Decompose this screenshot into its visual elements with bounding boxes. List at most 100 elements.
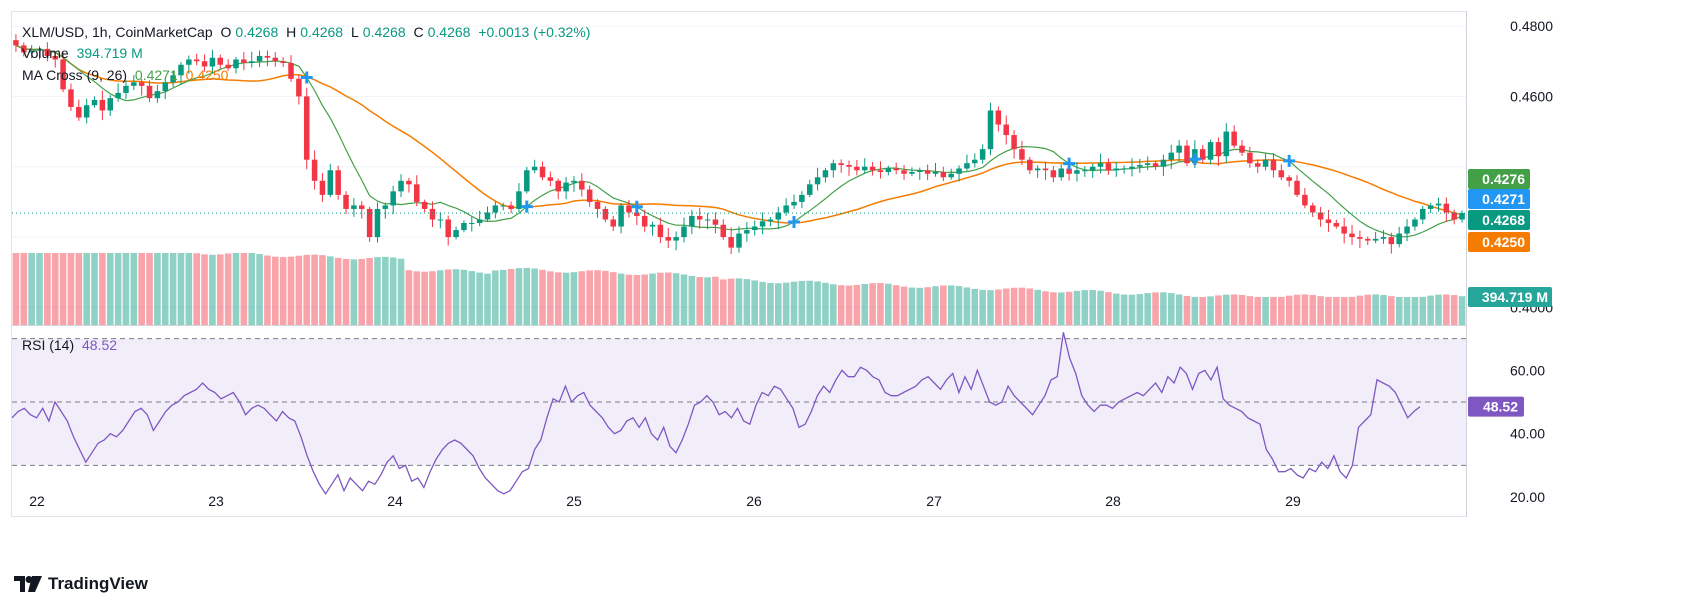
candle-body [453, 230, 459, 238]
candle [484, 206, 491, 223]
tradingview-logo[interactable]: TradingView [14, 574, 148, 594]
candle-body [272, 57, 279, 62]
volume-bar [940, 285, 947, 325]
volume-bar [389, 257, 397, 325]
candle [1144, 156, 1151, 171]
volume-bar [1191, 296, 1199, 325]
volume-bar [924, 287, 931, 325]
candle [374, 202, 381, 243]
volume-bar [138, 253, 145, 325]
close-value: 0.4268 [427, 24, 471, 40]
candle [1223, 123, 1230, 164]
volume-bar [672, 273, 680, 325]
candle [492, 201, 499, 219]
volume-bar [1309, 294, 1317, 325]
candle [618, 203, 624, 234]
candle-body [1443, 203, 1450, 213]
candle [209, 49, 216, 74]
rsi-legend[interactable]: RSI (14) 48.52 [22, 337, 121, 353]
candle-body [398, 180, 404, 192]
candle-body [1239, 145, 1245, 153]
candle [649, 221, 656, 236]
candle-body [382, 205, 389, 209]
volume-bar [185, 253, 193, 325]
volume-bar [1419, 296, 1427, 325]
candle-body [901, 170, 907, 174]
candle-body [979, 149, 986, 160]
candle-body [508, 205, 514, 209]
volume-bar [264, 255, 271, 325]
candle-body [303, 96, 310, 160]
volume-bar [1293, 294, 1301, 325]
candle [335, 165, 341, 200]
volume-bar [334, 257, 342, 325]
volume-bar [405, 270, 413, 325]
x-tick-label: 26 [746, 493, 762, 509]
candle [1019, 140, 1025, 166]
volume-bar [83, 253, 90, 325]
volume-bar [1435, 294, 1442, 325]
volume-bar [814, 281, 821, 325]
volume-bars [12, 253, 1466, 325]
x-tick-label: 25 [566, 493, 582, 509]
candle [1074, 162, 1080, 182]
volume-bar [547, 271, 554, 325]
volume-bar [625, 274, 633, 325]
price-label-text: 0.4276 [1482, 171, 1525, 187]
candle-body [335, 170, 341, 195]
candle-body [594, 201, 601, 209]
volume-bar [20, 253, 28, 325]
candle-body [1199, 149, 1206, 160]
symbol-title[interactable]: XLM/USD, 1h, CoinMarketCap [22, 24, 213, 40]
price-label-ma-cross: 0.4271 [1468, 189, 1530, 209]
candle [854, 159, 860, 176]
volume-bar [955, 286, 963, 325]
candle [1097, 153, 1104, 174]
candle-body [1404, 226, 1410, 234]
candle [1105, 158, 1112, 175]
volume-bar [822, 282, 829, 325]
volume-bar [1317, 296, 1324, 325]
volume-bar [154, 253, 161, 325]
volume-bar [885, 283, 892, 325]
candle-body [146, 85, 153, 99]
candle [1404, 219, 1410, 242]
candle [579, 173, 585, 197]
volume-bar [900, 286, 908, 325]
ma-cross-legend[interactable]: MA Cross (9, 26) 0.4271 0.4250 [22, 67, 232, 83]
volume-bar [1073, 290, 1081, 325]
candle [241, 52, 247, 71]
candle [233, 56, 239, 74]
volume-bar [735, 278, 743, 325]
ma-slow-line [15, 44, 1463, 224]
candle-body [1144, 163, 1151, 165]
volume-bar [1167, 293, 1175, 325]
candle [83, 98, 90, 124]
price-label-box [1468, 232, 1530, 252]
candle-body [704, 219, 711, 221]
candle [799, 191, 805, 209]
volume-bar [28, 253, 35, 325]
candle [1199, 145, 1206, 164]
candle [594, 199, 601, 218]
candle-body [256, 55, 263, 62]
candle-body [248, 61, 255, 63]
candle-body [107, 98, 113, 111]
rsi-value: 48.52 [82, 337, 118, 353]
candle-body [759, 221, 766, 227]
candle [272, 52, 279, 67]
candle [319, 172, 326, 202]
candle [1239, 139, 1245, 156]
volume-bar [1458, 296, 1466, 325]
candle-body [68, 89, 74, 107]
candle [1215, 137, 1222, 166]
volume-legend[interactable]: Volume 394.719 M [22, 45, 147, 61]
candle-body [1089, 166, 1096, 171]
volume-bar [193, 253, 200, 325]
rsi-tick-label: 40.00 [1510, 426, 1545, 442]
candle-body [1333, 223, 1340, 227]
candle [193, 53, 200, 66]
ma-cross-marker [1283, 154, 1296, 167]
candle-body [838, 163, 844, 165]
candle-body [924, 170, 931, 174]
